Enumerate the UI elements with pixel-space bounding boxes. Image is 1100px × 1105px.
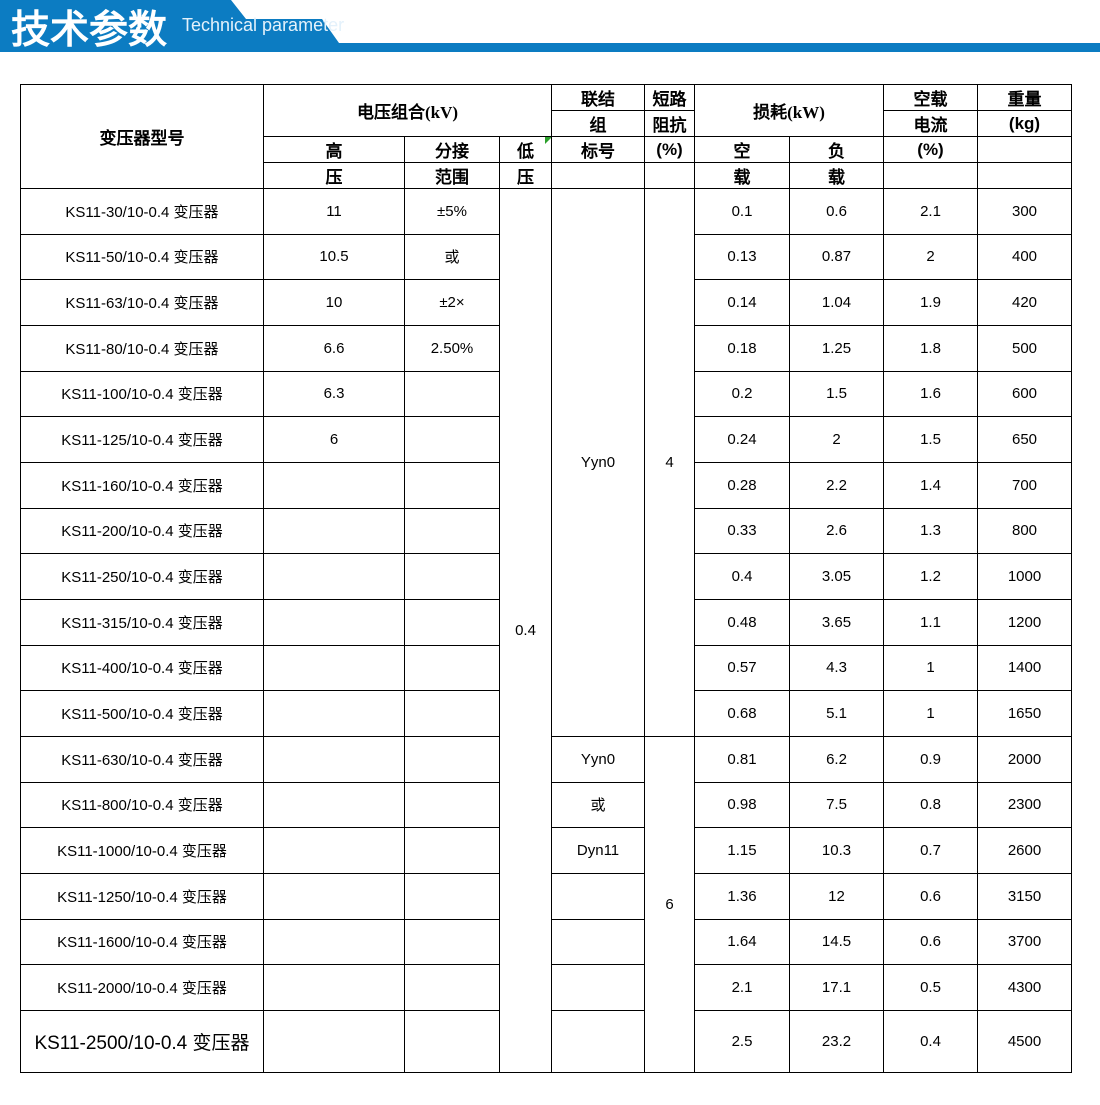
svg-text:技术参数: 技术参数 xyxy=(11,9,167,52)
svg-text:Technical parameter: Technical parameter xyxy=(182,15,344,35)
